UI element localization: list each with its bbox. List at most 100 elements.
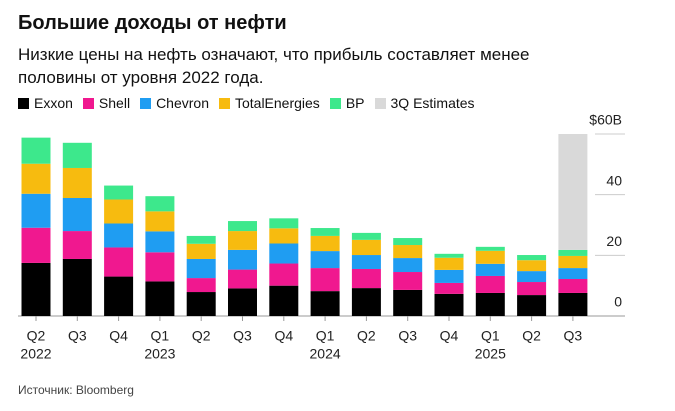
legend-label: Shell [98,95,131,111]
bar-segment [475,292,505,316]
bar-segment [145,252,175,282]
bar-segment [186,235,216,244]
bar-segment [434,257,464,270]
bar-segment [186,292,216,316]
legend-label: 3Q Estimates [390,95,475,111]
bar-segment [517,255,547,261]
bar-segment [558,134,588,250]
y-tick-label: 20 [606,233,622,249]
bar-segment [475,246,505,251]
bar-segment [558,255,588,269]
x-year-label: 2024 [310,346,341,362]
legend-item: 3Q Estimates [374,95,475,111]
bar-segment [21,262,51,316]
bar-segment [351,268,381,289]
bar-segment [62,258,92,316]
bar-segment [269,285,299,316]
x-tick-label: Q3 [233,328,252,344]
legend-swatch [18,97,29,109]
bar-segment [475,275,505,293]
bar-segment [310,235,340,252]
x-tick-label: Q4 [440,328,459,344]
bar-segment [351,288,381,316]
bar-segment [21,227,51,263]
legend-swatch [218,97,230,109]
y-tick-label: $60B [589,112,622,128]
bar-segment [393,272,423,290]
legend-label: TotalEnergies [234,95,320,111]
bar-segment [186,243,216,259]
x-tick-label: Q2 [27,328,46,344]
bar-segment [62,167,92,199]
bar-segment [21,137,51,164]
bar-segment [558,292,588,316]
bar-segment [517,295,547,316]
y-tick-label: 0 [614,294,622,310]
x-tick-label: Q2 [522,328,541,344]
legend-swatch [82,97,94,109]
x-year-label: 2023 [144,346,175,362]
bar-segment [145,231,175,253]
bar-segment [351,232,381,240]
bar-segment [393,245,423,259]
bar-segment [310,268,340,292]
legend-item: Exxon [18,95,73,111]
x-tick-label: Q4 [274,328,293,344]
bar-segment [21,163,51,194]
x-tick-label: Q3 [398,328,417,344]
bar-segment [145,281,175,316]
bar-segment [558,268,588,279]
bar-segment [145,196,175,212]
legend-label: Exxon [34,95,73,111]
bar-segment [434,253,464,258]
bar-segment [517,282,547,296]
x-tick-label: Q3 [68,328,87,344]
x-tick-label: Q2 [357,328,376,344]
bar-segment [393,289,423,316]
x-tick-label: Q3 [564,328,583,344]
bar-segment [186,258,216,279]
x-tick-label: Q1 [151,328,170,344]
legend-item: Shell [82,95,131,111]
bar-segment [558,278,588,293]
bar-segment [434,282,464,294]
bar-segment [228,269,257,289]
bar-segment [228,231,257,250]
legend-swatch [140,97,152,109]
bar-segment [104,223,134,248]
bar-segment [62,142,92,168]
bar-segment [228,288,257,316]
source: Источник: Bloomberg [18,383,134,397]
legend-item: Chevron [140,95,209,111]
bar-segment [475,263,505,276]
x-year-label: 2022 [20,346,51,362]
bar-segment [310,251,340,269]
legend-label: Chevron [156,95,209,111]
bar-segment [62,231,92,259]
legend-item: BP [329,95,365,111]
bar-segment [351,239,381,256]
bar-segment [434,269,464,283]
bar-segment [228,221,257,232]
x-year-label: 2025 [475,346,506,362]
bar-segment [310,291,340,316]
legend-label: BP [345,95,365,111]
bar-segment [269,243,299,264]
x-tick-label: Q2 [192,328,211,344]
bar-segment [393,258,423,273]
bar-segment [104,199,134,224]
bar-segment [104,247,134,277]
bar-segment [351,255,381,269]
bar-segment [21,193,51,228]
legend: Exxon Shell Chevron TotalEnergies BP 3Q Estim… [18,95,475,111]
bar-segment [269,228,299,244]
bar-segment [475,250,505,264]
bar-segment [517,260,547,272]
legend-swatch [374,97,386,109]
x-tick-label: Q1 [316,328,335,344]
chart-title: Большие доходы от нефти [18,12,287,34]
bar-segment [393,238,423,246]
bar-segment [145,211,175,232]
